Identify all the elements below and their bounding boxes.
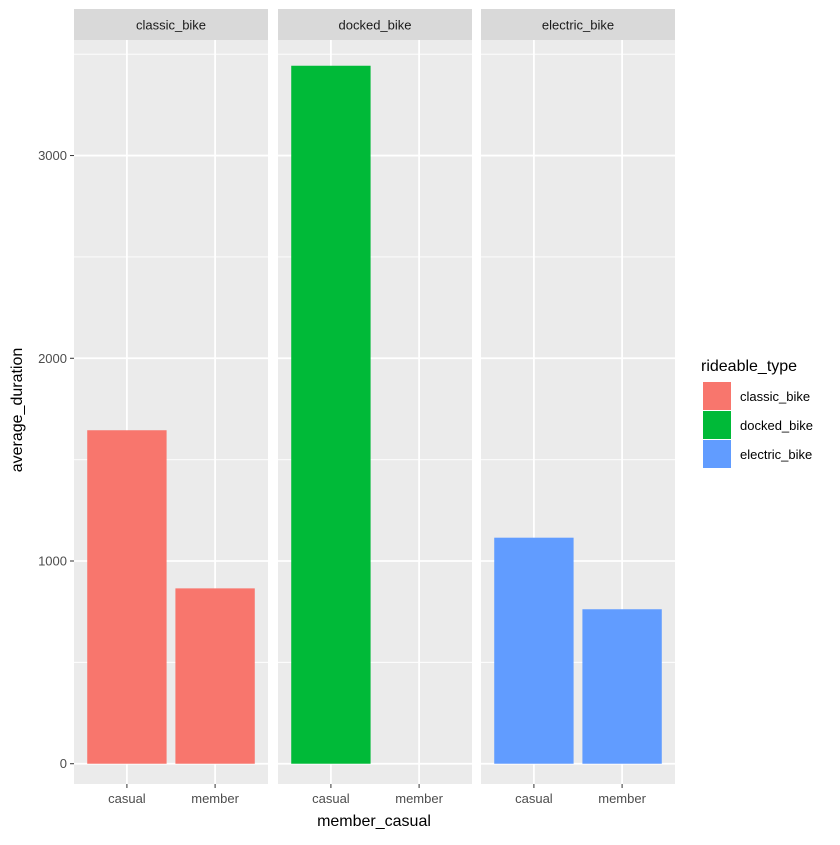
bar-electric_bike-casual: [494, 537, 574, 764]
x-tick-label: casual: [312, 791, 350, 806]
y-axis-title: average_duration: [9, 348, 26, 473]
x-tick-label: member: [191, 791, 239, 806]
facet-strip: [278, 9, 472, 40]
facet-strip: [74, 9, 268, 40]
facet-strip-label: electric_bike: [542, 18, 614, 33]
y-axis: 0 1000 2000 3000: [38, 148, 74, 771]
legend: rideable_type classic_bike docked_bikeele…: [701, 358, 813, 468]
y-tick-label: 3000: [38, 148, 67, 163]
y-tick-label: 0: [60, 756, 67, 771]
legend-key-docked_bike: [703, 411, 731, 439]
legend-label: docked_bike: [740, 418, 813, 433]
bar-electric_bike-member: [582, 609, 662, 764]
legend-key-classic_bike: [703, 382, 731, 410]
legend-key-electric_bike: [703, 440, 731, 468]
legend-title: rideable_type: [701, 358, 797, 375]
bar-classic_bike-member: [175, 588, 255, 764]
legend-label: electric_bike: [740, 447, 812, 462]
x-tick-label: member: [598, 791, 646, 806]
x-axis-title: member_casual: [317, 813, 431, 830]
y-tick-label: 2000: [38, 351, 67, 366]
y-tick-label: 1000: [38, 554, 67, 569]
facet-strip-label: classic_bike: [136, 18, 206, 33]
facet-strip: [481, 9, 675, 40]
x-tick-label: casual: [515, 791, 553, 806]
legend-label: classic_bike: [740, 389, 810, 404]
bar-classic_bike-casual: [87, 430, 167, 764]
x-tick-label: casual: [108, 791, 146, 806]
x-tick-label: member: [395, 791, 443, 806]
bar-docked_bike-casual: [291, 65, 371, 764]
facet-strip-label: docked_bike: [339, 18, 412, 33]
